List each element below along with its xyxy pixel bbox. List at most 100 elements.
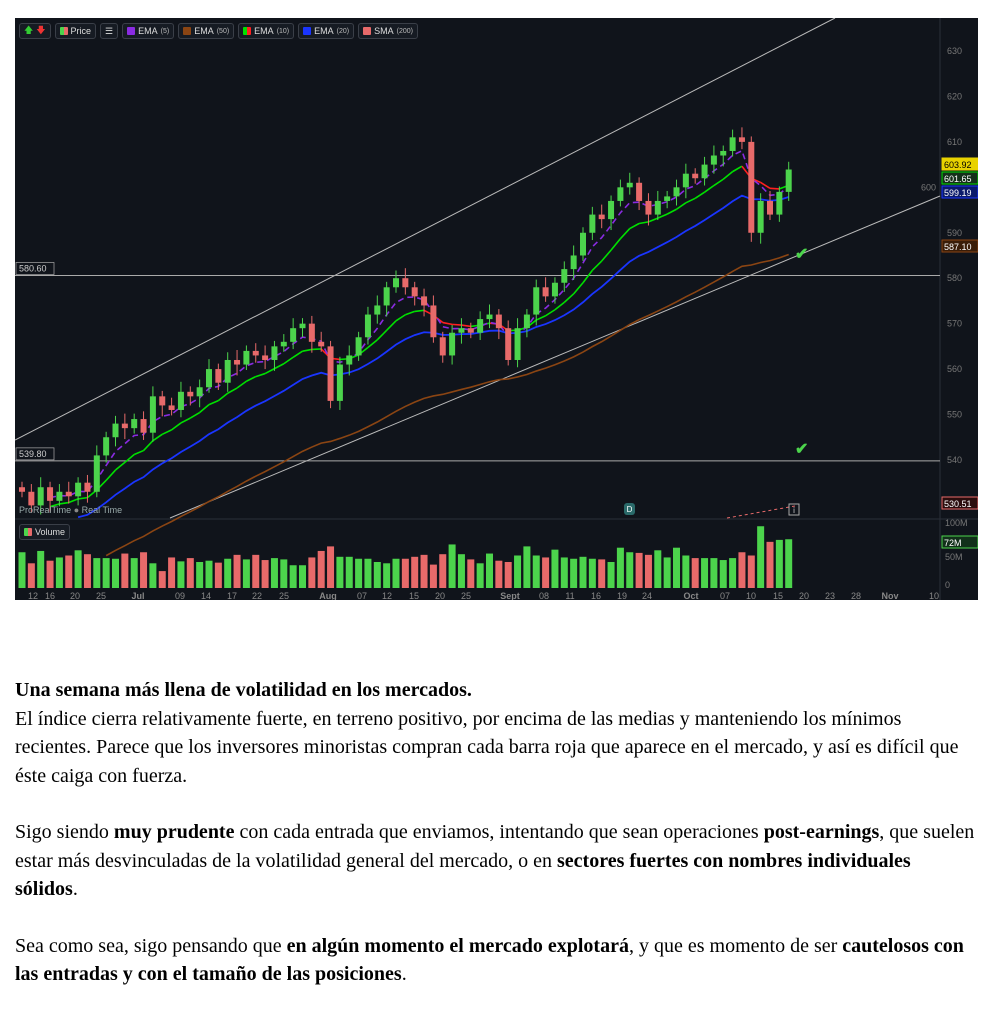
x-tick-label: 10 [929, 591, 939, 600]
volume-bar [486, 554, 493, 588]
candle-body [739, 137, 745, 142]
ema10-segment [415, 310, 424, 311]
volume-bar [196, 562, 203, 588]
text-run: Sea como sea, sigo pensando que [15, 935, 287, 957]
bold-run: muy prudente [114, 821, 235, 843]
ema10-segment [667, 209, 676, 214]
x-tick-label: 20 [799, 591, 809, 600]
list-button[interactable]: ☰ [100, 23, 118, 39]
text-run: , y que es momento de ser [629, 935, 842, 957]
volume-bar [729, 558, 736, 588]
x-tick-label: Oct [683, 591, 698, 600]
ema10-segment [611, 239, 620, 250]
candle-body [617, 187, 623, 201]
volume-bar [421, 555, 428, 588]
legend-ema20[interactable]: EMA(20) [298, 23, 354, 39]
volume-bar [636, 553, 643, 588]
candle-body [318, 342, 324, 347]
candle-body [290, 328, 296, 342]
candle-body [271, 346, 277, 360]
candle-body [84, 483, 90, 492]
ema10-segment [303, 349, 312, 351]
volume-bar [682, 556, 689, 589]
ema10-segment [78, 498, 87, 499]
x-tick-label: 12 [382, 591, 392, 600]
ema10-segment [648, 218, 657, 222]
candle-body [169, 405, 175, 410]
candle-body [28, 492, 34, 506]
volume-bar [551, 550, 558, 588]
volume-bar [159, 571, 166, 588]
volume-bar [28, 563, 35, 588]
volume-bar [149, 563, 156, 588]
ema10-segment [209, 401, 218, 405]
x-tick-label: 08 [539, 591, 549, 600]
ema10-segment [162, 430, 171, 434]
candle-body [141, 419, 147, 433]
volume-bar [65, 556, 72, 589]
volume-bar [121, 554, 128, 588]
volume-bar [617, 548, 624, 588]
candle-body [636, 183, 642, 201]
legend-period: (5) [161, 28, 170, 35]
candle-body [243, 351, 249, 365]
ema50-tag: 587.10 [944, 242, 972, 252]
volume-bar [234, 555, 241, 588]
ema10-segment [620, 229, 629, 239]
candle-body [524, 315, 530, 329]
ema5-line [50, 151, 789, 498]
realtime-status: Real Time [82, 505, 123, 515]
legend-label: EMA [194, 26, 214, 36]
candle-body [758, 201, 764, 233]
volume-bar [364, 559, 371, 588]
candle-body [393, 278, 399, 287]
x-tick-label: 16 [45, 591, 55, 600]
x-tick-label: 16 [591, 591, 601, 600]
ema10-segment [536, 316, 545, 320]
up-down-toggle[interactable]: 🡅🡇 [19, 23, 51, 39]
candle-body [113, 424, 119, 438]
ema10-segment [639, 222, 648, 224]
x-tick-label: Aug [319, 591, 337, 600]
legend-sma200[interactable]: SMA(200) [358, 23, 418, 39]
legend-ema50[interactable]: EMA(50) [178, 23, 234, 39]
volume-bar [336, 557, 343, 588]
volume-bar [495, 561, 502, 588]
x-tick-label: 17 [227, 591, 237, 600]
candle-body [206, 369, 212, 387]
legend-price[interactable]: Price [55, 23, 97, 39]
checkmark-icon: ✔ [795, 441, 808, 458]
x-tick-label: 20 [435, 591, 445, 600]
candle-body [38, 487, 44, 505]
legend-volume[interactable]: Volume [19, 524, 70, 540]
volume-bar [430, 565, 437, 588]
x-tick-label: 07 [720, 591, 730, 600]
legend-ema10[interactable]: EMA(10) [238, 23, 294, 39]
x-tick-label: 09 [175, 591, 185, 600]
volume-bar [589, 559, 596, 588]
sma200-line [727, 506, 795, 518]
candle-body [356, 337, 362, 355]
article-headline: Una semana más llena de volatilidad en l… [15, 679, 472, 701]
candle-body [384, 287, 390, 305]
ema10-segment [228, 388, 237, 393]
x-tick-label: 20 [70, 591, 80, 600]
volume-bar [523, 546, 530, 588]
candle-body [337, 365, 343, 401]
volume-bar [710, 558, 717, 588]
candle-body [197, 387, 203, 396]
candle-body [786, 170, 792, 192]
x-tick-label: Jul [131, 591, 144, 600]
y-tick-label: 570 [947, 319, 962, 329]
sma200-tag: 530.51 [944, 499, 972, 509]
candle-body [262, 355, 268, 360]
y-tick-label: 610 [947, 137, 962, 147]
legend-ema5[interactable]: EMA(5) [122, 23, 174, 39]
candle-body [720, 151, 726, 156]
volume-bar [280, 559, 287, 588]
ema20-tag: 599.19 [944, 188, 972, 198]
candle-body [187, 392, 193, 397]
y-tick-label: 590 [947, 228, 962, 238]
ema10-segment [218, 393, 227, 400]
volume-bar [19, 552, 26, 588]
